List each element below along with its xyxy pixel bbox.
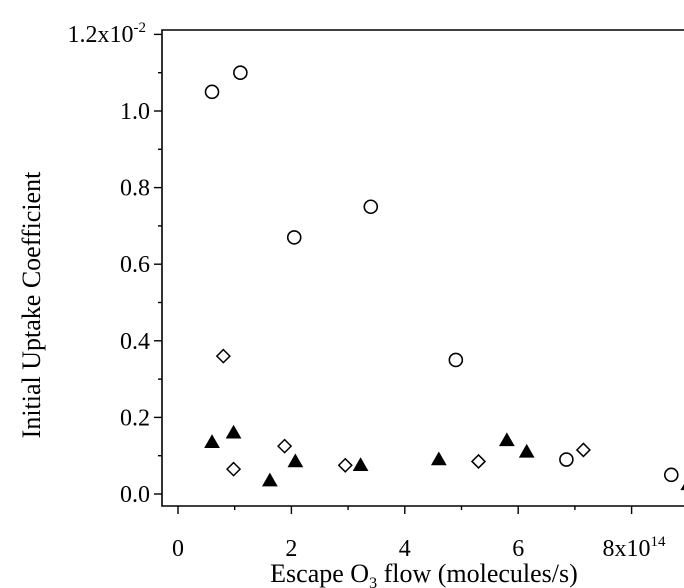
x-tick-label: 0 (172, 536, 184, 562)
x-tick-label: 2 (285, 536, 297, 562)
data-point-triangle (518, 443, 535, 458)
data-point-diamond (337, 457, 353, 473)
data-point-triangle (204, 434, 220, 449)
y-tick-label: 0.8 (120, 176, 150, 202)
data-points (204, 65, 684, 491)
data-point-circle (559, 452, 574, 467)
axes (161, 29, 684, 507)
data-point-diamond (575, 442, 591, 458)
data-point-circle (204, 84, 220, 100)
data-point-circle (363, 199, 379, 215)
data-point-circle (448, 352, 464, 368)
data-point-triangle (352, 457, 369, 472)
ticks: 0.0 0.2 0.4 0.6 0.8 1.0 0 2 4 6 (120, 33, 633, 562)
data-point-triangle (287, 453, 304, 468)
y-tick-label: 0.2 (120, 405, 150, 431)
x-tick-label: 6 (512, 536, 524, 562)
data-point-circle (663, 467, 679, 483)
data-point-triangle (225, 424, 242, 439)
y-axis-title: Initial Uptake Coefficient (17, 171, 46, 438)
data-point-diamond (470, 453, 487, 470)
data-point-diamond (277, 438, 293, 454)
data-point-circle (286, 230, 302, 245)
x-axis-title: Escape O3 flow (molecules/s) (270, 559, 578, 588)
x-tick-label: 4 (399, 536, 411, 562)
data-point-triangle (430, 451, 447, 466)
y-tick-label: 1.0 (120, 99, 150, 125)
data-point-circle (233, 65, 248, 80)
y-scale-factor-label: 1.2x10-2 (68, 20, 147, 48)
data-point-triangle (498, 432, 515, 447)
x-scale-factor-label: 8x1014 (603, 534, 667, 562)
y-tick-label: 0.6 (120, 252, 150, 278)
y-tick-label: 0.0 (120, 482, 150, 508)
data-point-triangle (680, 483, 684, 491)
y-tick-label: 0.4 (120, 329, 150, 355)
data-point-diamond (226, 461, 242, 477)
data-point-triangle (261, 472, 278, 487)
plot-frame (161, 29, 684, 507)
data-point-diamond (215, 348, 231, 364)
